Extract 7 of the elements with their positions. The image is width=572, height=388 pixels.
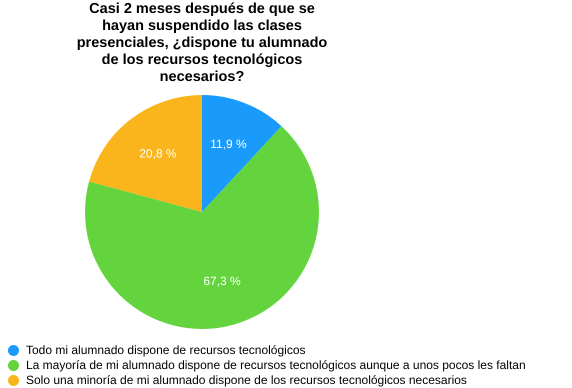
legend-label: Todo mi alumnado dispone de recursos tecnológicos (26, 343, 306, 358)
legend-label: Solo una minoría de mi alumnado dispone de los recursos tecnológicos necesarios (26, 373, 467, 388)
data-label: 20,8 % (139, 146, 177, 161)
data-label: 11,9 % (210, 136, 248, 151)
data-label: 67,3 % (203, 274, 242, 288)
legend-label: La mayoría de mi alumnado dispone de recursos tecnológicos aunque a unos pocos les faltan (26, 358, 526, 373)
chart-title: Casi 2 meses después de que se hayan suspendido las clases presenciales, ¿dispone tu alumnado de los recursos tecnológicos necesarios? (76, 1, 328, 86)
